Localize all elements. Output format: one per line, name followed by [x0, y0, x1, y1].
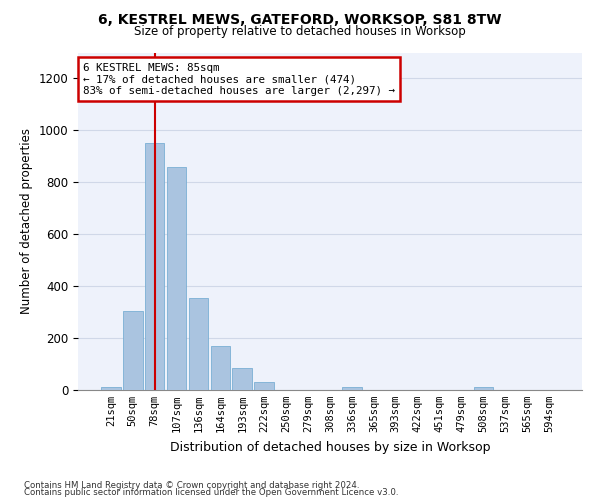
Y-axis label: Number of detached properties: Number of detached properties [20, 128, 33, 314]
X-axis label: Distribution of detached houses by size in Worksop: Distribution of detached houses by size … [170, 440, 490, 454]
Text: Contains HM Land Registry data © Crown copyright and database right 2024.: Contains HM Land Registry data © Crown c… [24, 480, 359, 490]
Text: 6 KESTREL MEWS: 85sqm
← 17% of detached houses are smaller (474)
83% of semi-det: 6 KESTREL MEWS: 85sqm ← 17% of detached … [83, 62, 395, 96]
Bar [123, 311, 143, 390]
Text: Size of property relative to detached houses in Worksop: Size of property relative to detached ho… [134, 25, 466, 38]
Bar [473, 386, 493, 390]
Bar [342, 387, 362, 390]
Bar [254, 382, 274, 390]
Bar [211, 346, 230, 390]
Bar [188, 298, 208, 390]
Bar [145, 144, 164, 390]
Bar [167, 166, 187, 390]
Bar [232, 368, 252, 390]
Text: 6, KESTREL MEWS, GATEFORD, WORKSOP, S81 8TW: 6, KESTREL MEWS, GATEFORD, WORKSOP, S81 … [98, 12, 502, 26]
Text: Contains public sector information licensed under the Open Government Licence v3: Contains public sector information licen… [24, 488, 398, 497]
Bar [101, 386, 121, 390]
